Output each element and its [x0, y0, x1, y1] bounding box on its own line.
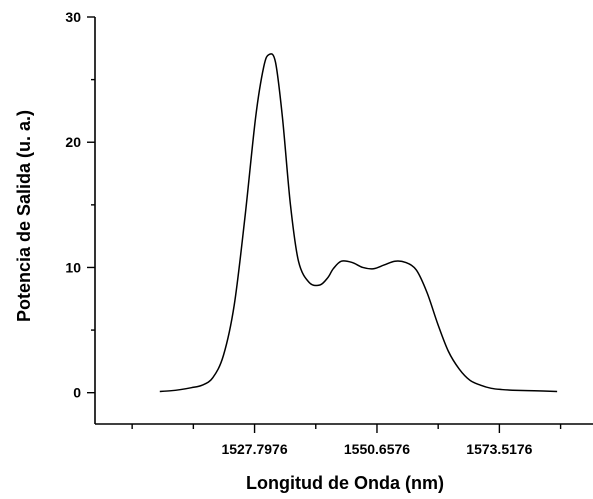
x-axis-title: Longitud de Onda (nm) — [246, 473, 444, 493]
y-axis-ticks: 0 10 20 30 — [65, 9, 95, 401]
x-tick-label: 1550.6576 — [344, 441, 410, 457]
series-line — [159, 53, 558, 393]
x-tick-label: 1527.7976 — [221, 441, 287, 457]
y-axis-title: Potencia de Salida (u. a.) — [14, 110, 34, 322]
x-tick-label: 1573.5176 — [466, 441, 532, 457]
y-tick-label: 30 — [65, 9, 81, 25]
y-tick-label: 10 — [65, 259, 81, 275]
y-tick-label: 0 — [73, 385, 81, 401]
y-tick-label: 20 — [65, 134, 81, 150]
x-axis-ticks: 1527.7976 1550.6576 1573.5176 — [131, 424, 562, 457]
